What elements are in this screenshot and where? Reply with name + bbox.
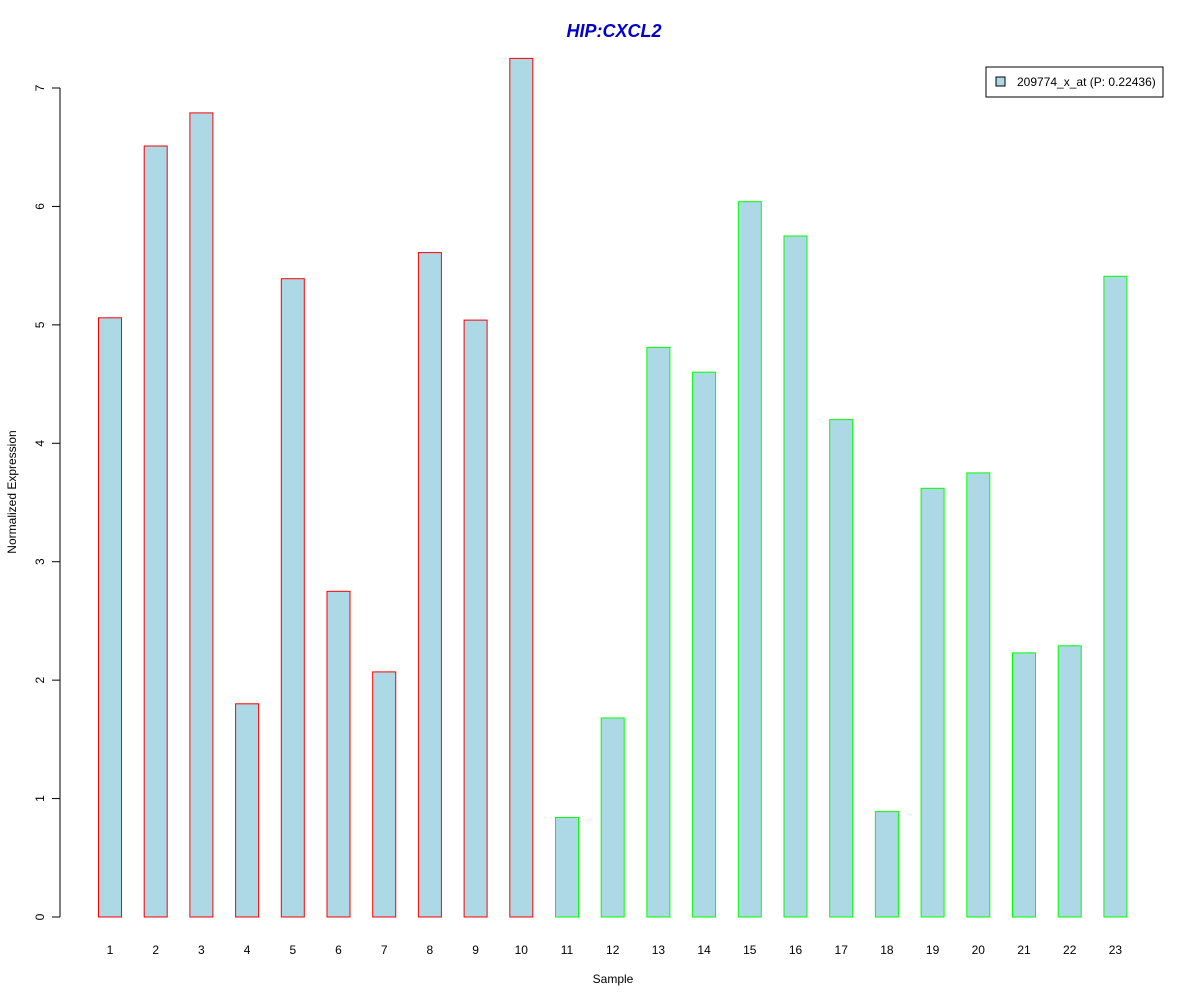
bar-sample-19 (920, 487, 945, 918)
y-tick-label: 7 (33, 84, 47, 91)
bar-sample-15 (737, 201, 762, 918)
bar-sample-20 (966, 472, 991, 918)
y-tick-label: 4 (33, 440, 47, 447)
bar-sample-4 (235, 703, 260, 918)
bar-sample-11 (555, 817, 579, 918)
y-tick-label: 2 (33, 676, 47, 683)
bar-sample-22 (1057, 645, 1082, 918)
x-axis: 1 2 3 4 5 6 7 8 9 10 11 12 13 14 15 16 17 18 19 20 21 22 23 (107, 943, 1123, 957)
bar-sample-2 (143, 145, 168, 918)
bar-sample-12 (600, 717, 625, 918)
x-tick-label: 8 (427, 943, 434, 957)
bar-sample-23 (1103, 275, 1128, 918)
legend-box (985, 66, 1164, 98)
y-tick-label: 5 (33, 321, 47, 328)
bars-group (98, 57, 1128, 918)
bar-sample-14 (692, 371, 717, 918)
bar-sample-21 (1012, 652, 1036, 918)
bar-sample-13 (646, 346, 671, 918)
bar-sample-9 (463, 319, 488, 918)
y-tick-label: 3 (33, 558, 47, 565)
x-tick-label: 23 (1109, 943, 1123, 957)
x-tick-label: 12 (606, 943, 620, 957)
x-tick-label: 22 (1063, 943, 1077, 957)
y-tick-label: 6 (33, 203, 47, 210)
bar-sample-10 (509, 57, 534, 918)
x-tick-label: 14 (697, 943, 711, 957)
x-tick-label: 3 (198, 943, 205, 957)
x-tick-label: 4 (244, 943, 251, 957)
bar-sample-8 (417, 252, 442, 918)
x-tick-label: 10 (515, 943, 529, 957)
x-tick-label: 18 (880, 943, 894, 957)
y-tick-label: 1 (33, 795, 47, 802)
chart-title: HIP:CXCL2 (566, 21, 661, 41)
bar-sample-1 (98, 317, 122, 918)
x-tick-label: 2 (152, 943, 159, 957)
x-tick-label: 1 (107, 943, 114, 957)
x-tick-label: 17 (835, 943, 849, 957)
x-axis-label: Sample (593, 972, 634, 986)
bar-sample-5 (280, 278, 305, 918)
bar-sample-7 (372, 671, 397, 918)
legend-label: 209774_x_at (P: 0.22436) (1017, 75, 1156, 89)
legend-swatch (995, 76, 1006, 87)
x-tick-label: 5 (289, 943, 296, 957)
bar-sample-18 (874, 811, 899, 918)
x-tick-label: 11 (561, 943, 574, 957)
x-tick-label: 6 (335, 943, 342, 957)
y-axis-label: Normalized Expression (5, 430, 19, 553)
x-tick-label: 21 (1017, 943, 1031, 957)
x-tick-label: 9 (472, 943, 479, 957)
bar-sample-3 (189, 112, 214, 918)
bar-sample-6 (326, 590, 351, 918)
y-axis: 0 1 2 3 4 5 6 7 (33, 84, 61, 920)
x-tick-label: 13 (652, 943, 666, 957)
bar-sample-16 (783, 235, 808, 918)
bar-sample-17 (829, 419, 854, 918)
x-tick-label: 16 (789, 943, 803, 957)
x-tick-label: 15 (743, 943, 757, 957)
y-tick-label: 0 (33, 913, 47, 920)
x-tick-label: 19 (926, 943, 940, 957)
x-tick-label: 7 (381, 943, 388, 957)
x-tick-label: 20 (972, 943, 986, 957)
legend: 209774_x_at (P: 0.22436) (985, 66, 1164, 98)
